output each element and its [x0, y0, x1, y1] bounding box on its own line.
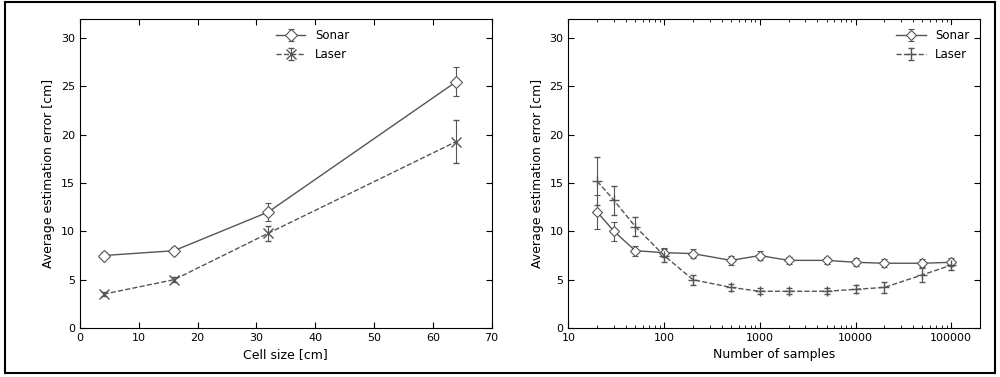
X-axis label: Number of samples: Number of samples	[713, 348, 835, 362]
Y-axis label: Average estimation error [cm]: Average estimation error [cm]	[531, 79, 544, 268]
Legend: Sonar, Laser: Sonar, Laser	[271, 25, 354, 66]
Y-axis label: Average estimation error [cm]: Average estimation error [cm]	[42, 79, 55, 268]
Legend: Sonar, Laser: Sonar, Laser	[891, 25, 974, 66]
X-axis label: Cell size [cm]: Cell size [cm]	[243, 348, 328, 362]
